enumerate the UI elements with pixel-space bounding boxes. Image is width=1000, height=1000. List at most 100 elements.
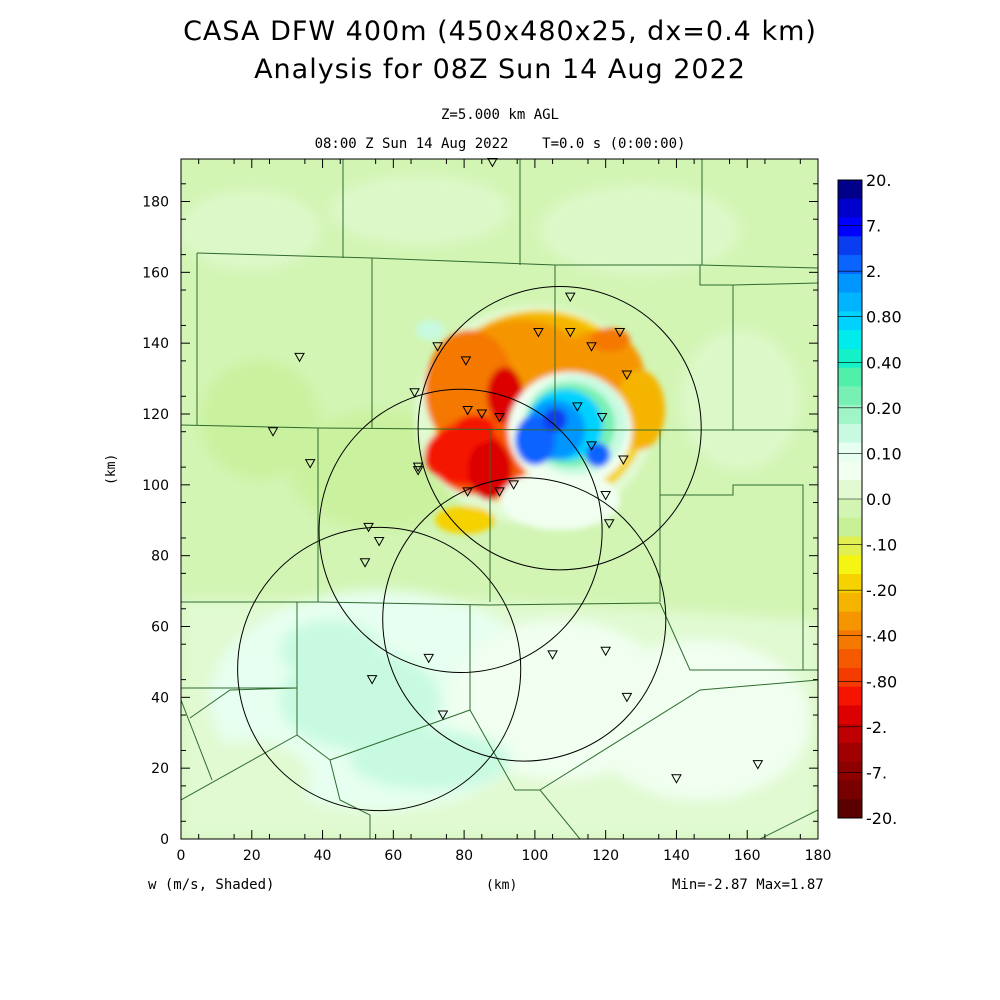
colorbar-swatch: [838, 630, 862, 650]
x-axis-label: (km): [486, 878, 518, 893]
colorbar-swatch: [838, 536, 862, 556]
y-tick-label: 80: [151, 549, 169, 565]
station-marker: [508, 480, 520, 490]
field-label: w (m/s, Shaded): [148, 877, 275, 893]
station-marker: [412, 466, 424, 476]
station-marker: [572, 402, 583, 412]
y-tick-label: 180: [142, 195, 169, 211]
colorbar-label: -20.: [866, 809, 897, 828]
colorbar-label: -.40: [866, 627, 897, 646]
colorbar-swatch: [838, 330, 862, 350]
y-tick-label: 140: [142, 336, 169, 352]
colorbar-swatch: [838, 292, 862, 312]
station-marker: [412, 462, 424, 473]
colorbar: 20. 7. 2. 0.80 0.40 0.20 0.10 0.0 -.10 -.20 -.40 -.…: [837, 171, 902, 828]
station-marker: [437, 710, 449, 721]
colorbar-label: 2.: [866, 262, 881, 281]
colorbar-swatch: [838, 236, 862, 256]
colorbar-swatch: [838, 592, 862, 613]
station-marker: [462, 487, 474, 497]
colorbar-swatch: [838, 217, 862, 237]
station-marker: [409, 388, 420, 398]
radar-ring: [417, 286, 702, 571]
x-tick-label: 40: [314, 848, 332, 864]
colorbar-swatch: [838, 686, 862, 706]
colorbar-swatch: [838, 499, 862, 519]
colorbar-label: 20.: [866, 171, 891, 190]
x-tick-label: 140: [663, 848, 690, 864]
colorbar-label: 0.20: [866, 399, 902, 418]
station-marker: [586, 441, 597, 451]
axes: 0 20 40 60 80 100 120 140 160 180 0 20 40 60 80 100 120 1…: [142, 159, 831, 864]
x-tick-label: 60: [384, 848, 402, 864]
radar-range-rings: [237, 286, 702, 812]
county-boundaries: [181, 159, 818, 839]
colorbar-label: -7.: [866, 763, 887, 782]
station-marker: [596, 413, 608, 423]
station-marker: [304, 459, 316, 469]
colorbar-swatch: [838, 611, 862, 631]
y-tick-label: 160: [142, 265, 169, 281]
colorbar-swatch: [838, 480, 862, 500]
colorbar-swatch: [838, 649, 862, 669]
station-marker: [476, 409, 488, 420]
colorbar-label: -.10: [866, 536, 897, 555]
station-marker: [462, 405, 474, 416]
station-marker: [671, 774, 682, 784]
colorbar-label: -2.: [866, 718, 887, 737]
station-marker: [564, 328, 576, 338]
x-tick-label: 20: [243, 848, 261, 864]
y-tick-label: 40: [151, 690, 169, 706]
min-max-label: Min=-2.87 Max=1.87: [672, 877, 824, 893]
station-marker: [600, 646, 612, 657]
x-tick-label: 120: [592, 848, 619, 864]
station-marker: [533, 328, 544, 338]
station-marker: [423, 653, 435, 664]
colorbar-swatch: [838, 517, 862, 538]
station-marker: [359, 558, 371, 568]
station-marker: [373, 537, 385, 547]
colorbar-swatch: [838, 705, 862, 725]
y-tick-label: 100: [142, 478, 169, 494]
station-marker: [547, 650, 558, 660]
colorbar-label: -.20: [866, 581, 897, 600]
plot-frame: [180, 158, 819, 840]
station-marker: [494, 413, 505, 423]
radar-ring: [237, 526, 522, 812]
colorbar-label: 0.80: [866, 308, 902, 327]
colorbar-swatch: [838, 273, 862, 294]
radar-ring: [382, 477, 667, 762]
station-marker: [494, 487, 505, 497]
field-shading: [181, 159, 818, 839]
colorbar-swatch: [838, 461, 862, 481]
station-marker: [366, 675, 378, 685]
colorbar-swatch: [838, 180, 862, 200]
x-tick-label: 0: [177, 848, 186, 864]
station-marker: [363, 522, 374, 533]
time-label: 08:00 Z Sun 14 Aug 2022 T=0.0 s (0:00:00…: [314, 136, 686, 152]
x-tick-label: 80: [455, 848, 473, 864]
chart-subtitle: Analysis for 08Z Sun 14 Aug 2022: [254, 54, 746, 85]
x-tick-label: 100: [522, 848, 549, 864]
colorbar-swatch: [838, 780, 862, 800]
station-marker: [618, 455, 629, 466]
station-marker: [621, 692, 633, 703]
colorbar-label: 0.0: [866, 490, 891, 509]
colorbar-swatch: [838, 405, 862, 425]
x-tick-label: 160: [734, 848, 761, 864]
station-marker: [614, 328, 626, 338]
y-tick-label: 20: [151, 761, 169, 777]
y-tick-label: 120: [142, 407, 169, 423]
chart-title: CASA DFW 400m (450x480x25, dx=0.4 km): [183, 16, 817, 47]
y-tick-label: 60: [151, 620, 169, 636]
station-marker: [600, 490, 612, 501]
colorbar-swatch: [838, 799, 862, 819]
colorbar-swatch: [838, 311, 862, 331]
station-marker: [267, 427, 279, 437]
colorbar-label: 0.40: [866, 353, 902, 372]
colorbar-label: 7.: [866, 217, 881, 236]
x-tick-label: 180: [805, 848, 832, 864]
colorbar-label: 0.10: [866, 444, 902, 463]
station-marker: [752, 760, 764, 770]
